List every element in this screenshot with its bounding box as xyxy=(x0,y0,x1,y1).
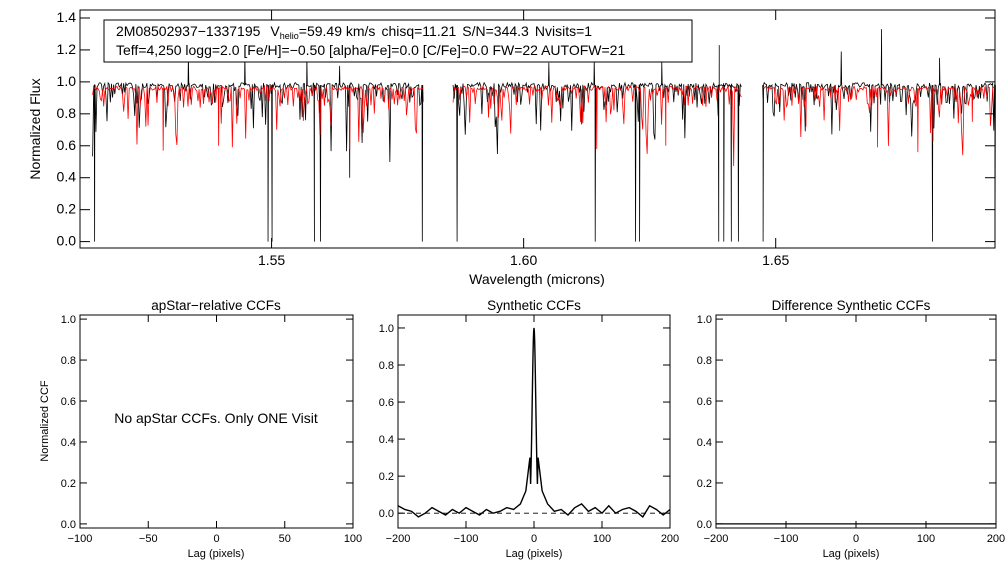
spectrum-model-series xyxy=(92,84,996,167)
difference-ccf-x-tick-label: 0 xyxy=(853,533,859,545)
spectrum-info-line-1: 2M08502937−1337195 Vhelio=59.49 km/s chisq… xyxy=(116,23,592,41)
apstar-ccf-y-tick-label: 0.4 xyxy=(61,437,76,449)
spectrum-y-tick-label: 0.4 xyxy=(57,169,77,185)
apstar-ccf-axis-ticks: −100 −50 0 50 100 0.0 0.2 0.4 0.6 0.8 1.0 xyxy=(61,314,362,545)
synthetic-ccf-title: Synthetic CCFs xyxy=(487,298,581,313)
spectrum-y-tick-label: 0.6 xyxy=(57,137,77,153)
difference-ccf-axis-ticks: −200 −100 0 100 200 0.0 0.2 0.4 0.6 0.8 1.0 xyxy=(697,314,1005,545)
apstar-ccf-x-tick-label: 50 xyxy=(279,533,291,545)
difference-ccf-x-tick-label: 100 xyxy=(917,533,935,545)
model-spectrum-line xyxy=(452,84,742,167)
v-helio-value: =59.49 km/s xyxy=(299,23,376,39)
apstar-ccf-title: apStar−relative CCFs xyxy=(151,298,281,313)
apstar-ccf-y-tick-label: 0.0 xyxy=(61,519,76,531)
difference-ccf-title: Difference Synthetic CCFs xyxy=(772,298,931,313)
apstar-ccf-y-tick-label: 0.6 xyxy=(61,396,76,408)
synthetic-ccf-x-tick-label: 0 xyxy=(531,533,537,545)
synthetic-ccf-line xyxy=(397,327,671,518)
synthetic-ccf-y-tick-label: 1.0 xyxy=(379,323,394,335)
difference-ccf-x-tick-label: −200 xyxy=(704,533,729,545)
observed-spectrum-line xyxy=(452,45,742,242)
difference-ccf-y-tick-label: 0.4 xyxy=(697,437,712,449)
spectrum-x-tick-label: 1.65 xyxy=(762,252,789,268)
apstar-ccf-y-tick-label: 0.2 xyxy=(61,478,76,490)
apstar-ccf-panel: −100 −50 0 50 100 0.0 0.2 0.4 0.6 0.8 1.0 apStar−r… xyxy=(39,298,362,560)
star-id: 2M08502937−1337195 xyxy=(116,23,261,39)
spectrum-ylabel: Normalized Flux xyxy=(27,78,43,179)
difference-ccf-frame xyxy=(715,314,997,529)
synthetic-ccf-x-tick-label: 200 xyxy=(661,533,679,545)
synthetic-ccf-y-tick-label: 0.0 xyxy=(379,508,394,520)
difference-ccf-y-tick-label: 1.0 xyxy=(697,314,712,326)
spectrum-x-tick-label: 1.55 xyxy=(258,252,285,268)
apstar-ccf-x-tick-label: −50 xyxy=(139,533,158,545)
difference-ccf-y-tick-label: 0.2 xyxy=(697,478,712,490)
apstar-ccf-xlabel: Lag (pixels) xyxy=(188,548,245,560)
difference-ccf-x-tick-label: −100 xyxy=(774,533,799,545)
spectrum-y-tick-label: 1.0 xyxy=(57,73,77,89)
spectrum-y-tick-label: 1.4 xyxy=(57,9,77,25)
synthetic-ccf-x-tick-label: 100 xyxy=(593,533,611,545)
observed-spectrum-line xyxy=(762,29,996,242)
apstar-ccf-y-tick-label: 1.0 xyxy=(61,314,76,326)
spectrum-x-tick-label: 1.60 xyxy=(510,252,537,268)
spectrum-y-tick-label: 0.2 xyxy=(57,201,77,217)
synthetic-ccf-frame xyxy=(397,314,671,529)
synthetic-ccf-y-tick-label: 0.4 xyxy=(379,434,394,446)
chisq-value: chisq=11.21 xyxy=(381,23,456,39)
apstar-ccf-y-tick-label: 0.8 xyxy=(61,355,76,367)
apstar-ccf-x-tick-label: −100 xyxy=(68,533,93,545)
v-helio-label: V xyxy=(270,23,280,39)
spectrum-panel: 1.55 1.60 1.65 0.0 0.2 0.4 0.6 0.8 1.0 1.2 1.4 2M0… xyxy=(27,9,996,287)
synthetic-ccf-y-tick-label: 0.8 xyxy=(379,360,394,372)
spectrum-info-box: 2M08502937−1337195 Vhelio=59.49 km/s chisq… xyxy=(103,19,693,63)
model-spectrum-line xyxy=(92,85,424,151)
synthetic-ccf-xlabel: Lag (pixels) xyxy=(506,548,563,560)
difference-ccf-panel: −200 −100 0 100 200 0.0 0.2 0.4 0.6 0.8 1.0 Differ… xyxy=(697,298,1005,560)
synthetic-ccf-series xyxy=(397,327,671,518)
difference-ccf-y-tick-label: 0.0 xyxy=(697,519,712,531)
spectrum-y-tick-label: 0.8 xyxy=(57,105,77,121)
sn-value: S/N=344.3 xyxy=(462,23,529,39)
apstar-ccf-x-tick-label: 0 xyxy=(213,533,219,545)
apstar-ccf-message: No apStar CCFs. Only ONE Visit xyxy=(114,410,318,426)
apstar-ccf-ylabel: Normalized CCF xyxy=(39,380,51,462)
v-helio-subscript: helio xyxy=(280,31,299,41)
spectrum-frame xyxy=(79,9,996,249)
spectrum-axis-ticks: 1.55 1.60 1.65 0.0 0.2 0.4 0.6 0.8 1.0 1.2 1.4 xyxy=(57,9,995,268)
spectrum-info-line-2: Teff=4,250 logg=2.0 [Fe/H]=−0.50 [alpha/… xyxy=(116,42,625,58)
synthetic-ccf-x-tick-label: −100 xyxy=(454,533,479,545)
model-spectrum-line xyxy=(762,85,996,156)
synthetic-ccf-y-tick-label: 0.2 xyxy=(379,471,394,483)
observed-spectrum-line xyxy=(92,53,424,242)
synthetic-ccf-axis-ticks: −200 −100 0 100 200 0.0 0.2 0.4 0.6 0.8 1.0 xyxy=(379,315,679,545)
synthetic-ccf-x-tick-label: −200 xyxy=(386,533,411,545)
difference-ccf-xlabel: Lag (pixels) xyxy=(823,548,880,560)
difference-ccf-y-tick-label: 0.6 xyxy=(697,396,712,408)
spectrum-xlabel: Wavelength (microns) xyxy=(469,271,605,287)
spectrum-y-tick-label: 0.0 xyxy=(57,233,77,249)
synthetic-ccf-y-tick-label: 0.6 xyxy=(379,397,394,409)
synthetic-ccf-panel: −200 −100 0 100 200 0.0 0.2 0.4 0.6 0.8 1.0 Synthe… xyxy=(379,298,679,560)
spectrum-y-tick-label: 1.2 xyxy=(57,41,77,57)
difference-ccf-y-tick-label: 0.8 xyxy=(697,355,712,367)
apstar-ccf-x-tick-label: 100 xyxy=(344,533,362,545)
spectrum-info-box-frame xyxy=(103,19,693,63)
difference-ccf-x-tick-label: 200 xyxy=(987,533,1005,545)
nvisits-value: Nvisits=1 xyxy=(535,23,592,39)
